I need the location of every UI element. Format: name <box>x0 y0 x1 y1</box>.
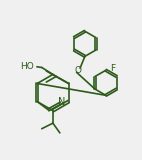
Text: F: F <box>110 64 115 73</box>
Text: HO: HO <box>20 62 34 71</box>
Text: N: N <box>58 97 65 107</box>
Text: O: O <box>74 66 82 75</box>
